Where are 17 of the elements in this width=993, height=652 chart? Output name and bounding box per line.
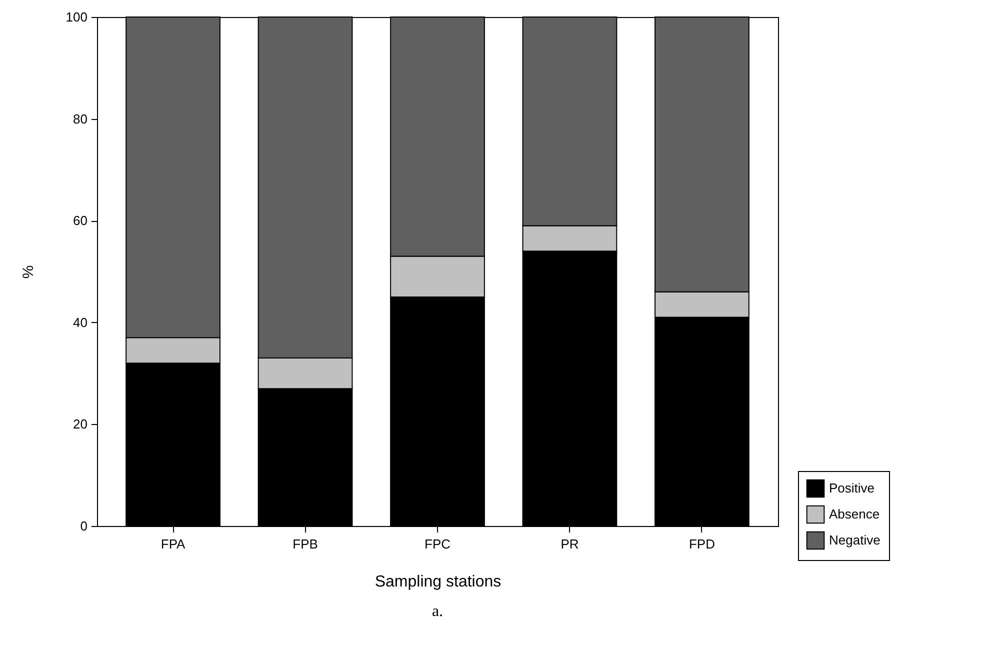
legend-label: Positive [829,480,875,496]
text: a. [432,603,444,620]
x-tick-label: FPB [292,536,318,552]
legend-label: Absence [829,506,880,522]
x-tick-label: FPC [424,536,450,552]
y-tick-label: 100 [66,10,88,24]
y-tick-label: 60 [73,213,88,228]
y-tick-label: 80 [73,111,88,126]
y-tick-label: 0 [80,518,88,534]
y-tick-label: 20 [73,416,88,432]
legend-label: Negative [829,532,880,548]
x-axis-title: Sampling stations [374,574,502,590]
x-tick-label: FPA [160,536,186,552]
x-tick-label: PR [560,536,579,552]
y-tick-label: 40 [73,314,88,330]
x-tick-label: FPD [688,536,715,552]
y-axis-title: % [20,265,37,279]
